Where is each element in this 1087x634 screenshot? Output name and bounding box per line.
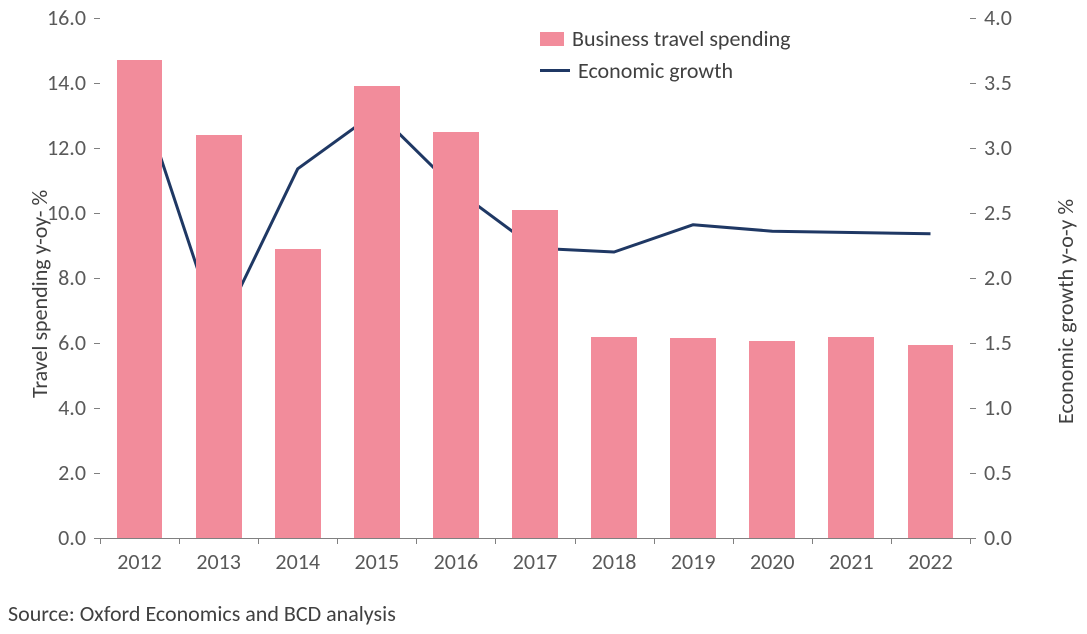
y-left-tick-label: 14.0 (0, 72, 86, 94)
x-tick-label: 2019 (671, 548, 716, 575)
y-right-tick-mark (970, 343, 976, 344)
bar (354, 86, 400, 538)
bar (117, 60, 163, 538)
x-tick-label: 2020 (750, 548, 795, 575)
bar (433, 132, 479, 538)
y-left-tick-mark (94, 278, 100, 279)
y-right-tick-mark (970, 213, 976, 214)
y-right-tick-mark (970, 83, 976, 84)
y-left-tick-mark (94, 148, 100, 149)
y-left-tick-label: 10.0 (0, 202, 86, 224)
y-right-tick-label: 3.5 (984, 72, 1012, 94)
x-tick-mark (575, 538, 576, 544)
y-left-tick-label: 8.0 (0, 267, 86, 289)
y-left-tick-label: 2.0 (0, 462, 86, 484)
x-tick-mark (100, 538, 101, 544)
x-tick-label: 2022 (908, 548, 953, 575)
y-right-tick-mark (970, 18, 976, 19)
y-right-tick-mark (970, 148, 976, 149)
y-left-tick-mark (94, 343, 100, 344)
x-tick-label: 2012 (117, 548, 162, 575)
y-right-tick-label: 1.5 (984, 332, 1012, 354)
y-right-tick-label: 2.5 (984, 202, 1012, 224)
bar (749, 341, 795, 538)
bar (670, 338, 716, 538)
bar (908, 345, 954, 538)
x-tick-mark (416, 538, 417, 544)
x-tick-mark (258, 538, 259, 544)
y-right-tick-mark (970, 408, 976, 409)
x-tick-mark (812, 538, 813, 544)
x-tick-label: 2013 (196, 548, 241, 575)
y-right-tick-label: 0.0 (984, 527, 1012, 549)
x-tick-label: 2018 (592, 548, 637, 575)
x-tick-label: 2021 (829, 548, 874, 575)
x-tick-mark (179, 538, 180, 544)
bar (275, 249, 321, 538)
y-left-tick-label: 6.0 (0, 332, 86, 354)
y-left-tick-label: 4.0 (0, 397, 86, 419)
x-tick-mark (495, 538, 496, 544)
y-left-tick-mark (94, 408, 100, 409)
x-tick-mark (337, 538, 338, 544)
x-tick-label: 2015 (355, 548, 400, 575)
y-left-tick-mark (94, 473, 100, 474)
y-left-tick-mark (94, 18, 100, 19)
bar (196, 135, 242, 538)
y-right-tick-label: 0.5 (984, 462, 1012, 484)
y-right-tick-mark (970, 473, 976, 474)
bar (828, 337, 874, 539)
x-tick-label: 2016 (434, 548, 479, 575)
x-tick-mark (733, 538, 734, 544)
y-left-tick-mark (94, 83, 100, 84)
y-left-tick-label: 16.0 (0, 7, 86, 29)
chart-container: Travel spending y-oy- % Economic growth … (0, 0, 1087, 634)
x-tick-mark (970, 538, 971, 544)
y-right-tick-label: 2.0 (984, 267, 1012, 289)
x-tick-mark (654, 538, 655, 544)
y-left-tick-mark (94, 213, 100, 214)
y-right-tick-label: 1.0 (984, 397, 1012, 419)
bar (512, 210, 558, 538)
y-right-tick-label: 4.0 (984, 7, 1012, 29)
y-left-tick-label: 12.0 (0, 137, 86, 159)
y-left-tick-label: 0.0 (0, 527, 86, 549)
bar (591, 337, 637, 539)
x-tick-mark (891, 538, 892, 544)
y-right-tick-label: 3.0 (984, 137, 1012, 159)
x-tick-label: 2017 (513, 548, 558, 575)
x-tick-label: 2014 (275, 548, 320, 575)
y-right-tick-mark (970, 278, 976, 279)
